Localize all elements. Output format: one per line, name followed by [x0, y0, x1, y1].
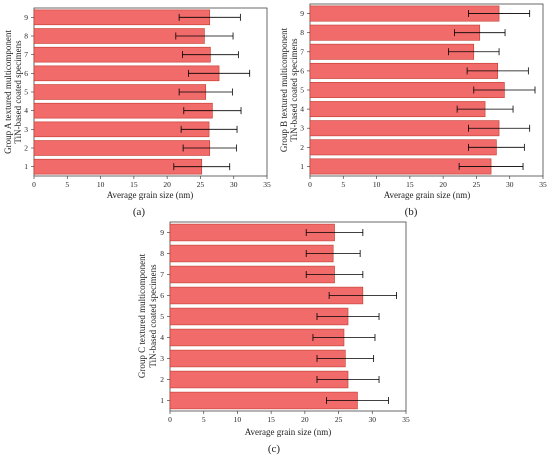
x-tick-label: 15	[267, 415, 275, 424]
y-axis-label-line2: TiN-based coated specimens	[13, 40, 23, 144]
x-axis-label: Average grain size (nm)	[384, 190, 471, 200]
y-tick-label: 1	[160, 396, 164, 405]
y-axis-label-line2: TiN-based coated specimens	[289, 38, 299, 142]
y-axis-label-line1: Group A textured multicomponent	[3, 30, 13, 154]
y-tick-label: 5	[24, 88, 28, 97]
y-tick-label: 2	[24, 144, 28, 153]
x-tick-label: 0	[32, 180, 36, 189]
y-tick-label: 7	[160, 270, 164, 279]
x-tick-label: 20	[439, 180, 447, 189]
y-tick-label: 9	[24, 13, 28, 22]
y-axis-label-line1: Group C textured multicomponent	[137, 253, 147, 378]
ticks-group: 0 5 10 15 20 25 30 35 1 2 3 4 5 6 7 8 9	[160, 228, 410, 424]
y-axis-label-line2: TiN-based coated specimens	[148, 264, 158, 368]
y-tick-label: 4	[300, 105, 304, 114]
x-tick-label: 15	[406, 180, 414, 189]
x-tick-label: 30	[369, 415, 377, 424]
x-tick-label: 35	[539, 180, 547, 189]
chart-panel-c: 0 5 10 15 20 25 30 35 1 2 3 4 5 6 7 8 9 Group C textured…	[137, 221, 410, 455]
y-axis-label-line1: Group B textured multicomponent	[279, 27, 289, 152]
y-tick-label: 2	[300, 143, 304, 152]
ticks-group: 0 5 10 15 20 25 30 35 1 2 3 4 5 6 7 8 9	[300, 9, 547, 189]
x-tick-label: 20	[163, 180, 171, 189]
bars-group	[169, 223, 397, 410]
y-tick-label: 5	[160, 312, 164, 321]
bars-group	[309, 5, 536, 175]
chart-panel-a: 0 5 10 15 20 25 30 35 1 2 3 4 5 6 7 8 9 Group A textured…	[3, 7, 271, 218]
y-tick-label: 3	[300, 124, 304, 133]
x-tick-label: 5	[202, 415, 206, 424]
y-tick-label: 4	[160, 333, 164, 342]
x-axis-label: Average grain size (nm)	[107, 190, 194, 200]
y-tick-label: 3	[160, 354, 164, 363]
x-tick-label: 25	[197, 180, 205, 189]
panel-label: (a)	[133, 206, 146, 218]
y-tick-label: 2	[160, 375, 164, 384]
x-tick-label: 5	[341, 180, 345, 189]
x-tick-label: 25	[473, 180, 481, 189]
x-tick-label: 0	[168, 415, 172, 424]
y-tick-label: 8	[160, 249, 164, 258]
x-tick-label: 25	[335, 415, 343, 424]
x-tick-label: 10	[373, 180, 381, 189]
y-tick-label: 1	[300, 162, 304, 171]
x-axis-label: Average grain size (nm)	[245, 427, 332, 437]
x-tick-label: 35	[402, 415, 410, 424]
panel-label: (b)	[405, 206, 418, 218]
y-tick-label: 5	[300, 86, 304, 95]
x-tick-label: 10	[234, 415, 242, 424]
x-tick-label: 35	[263, 180, 271, 189]
y-tick-label: 6	[160, 291, 164, 300]
y-tick-label: 6	[300, 66, 304, 75]
x-tick-label: 15	[130, 180, 138, 189]
x-tick-label: 5	[65, 180, 69, 189]
y-tick-label: 7	[24, 50, 28, 59]
bars-group	[33, 9, 251, 175]
y-tick-label: 1	[24, 162, 28, 171]
x-tick-label: 30	[506, 180, 514, 189]
x-tick-label: 10	[97, 180, 105, 189]
y-tick-label: 3	[24, 125, 28, 134]
panel-label: (c)	[268, 443, 281, 455]
y-tick-label: 7	[300, 47, 304, 56]
chart-panel-b: 0 5 10 15 20 25 30 35 1 2 3 4 5 6 7 8 9 Group B textured…	[279, 3, 547, 218]
y-tick-label: 6	[24, 69, 28, 78]
x-tick-label: 30	[230, 180, 238, 189]
y-tick-label: 8	[300, 28, 304, 37]
x-tick-label: 0	[308, 180, 312, 189]
y-tick-label: 9	[300, 9, 304, 18]
y-tick-label: 8	[24, 32, 28, 41]
y-tick-label: 9	[160, 228, 164, 237]
ticks-group: 0 5 10 15 20 25 30 35 1 2 3 4 5 6 7 8 9	[24, 13, 271, 189]
y-tick-label: 4	[24, 106, 28, 115]
x-tick-label: 20	[301, 415, 309, 424]
